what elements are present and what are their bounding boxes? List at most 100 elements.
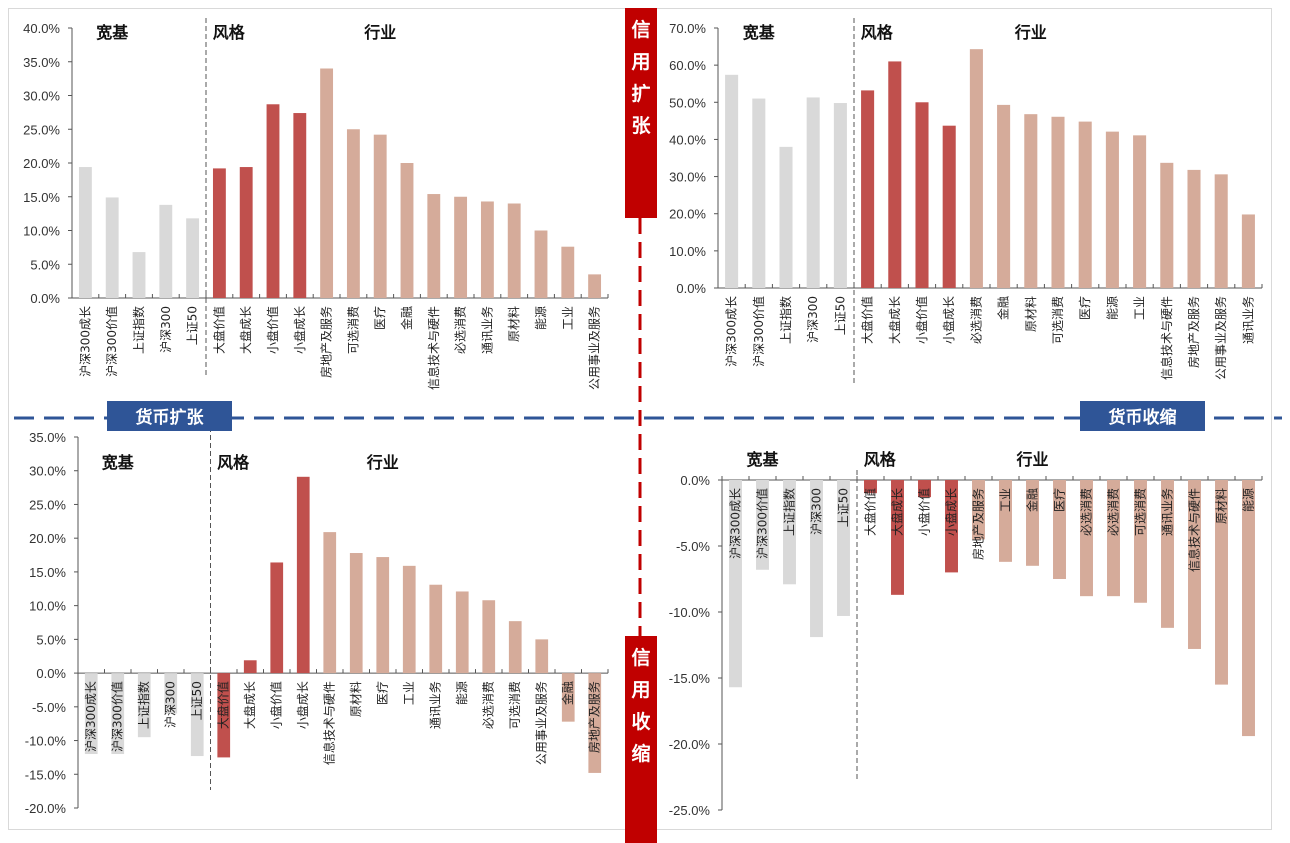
y-tick-label: -10.0% xyxy=(669,605,711,620)
y-tick-label: 25.0% xyxy=(29,497,66,512)
bar xyxy=(164,673,178,714)
bar xyxy=(756,480,769,570)
category-label: 沪深300价值 xyxy=(104,306,119,377)
category-label: 可选消费 xyxy=(1051,296,1065,344)
bar xyxy=(1160,162,1174,288)
category-label: 原材料 xyxy=(349,681,363,717)
category-label: 医疗 xyxy=(376,681,390,705)
category-label: 大盘成长 xyxy=(242,681,257,729)
category-label: 必选消费 xyxy=(454,306,468,354)
category-label: 必选消费 xyxy=(1080,488,1094,536)
bar xyxy=(296,476,310,674)
bar xyxy=(1105,131,1119,288)
y-tick-label: 10.0% xyxy=(669,244,706,259)
category-label: 小盘价值 xyxy=(917,488,932,536)
y-tick-label: -10.0% xyxy=(25,734,67,749)
category-label: 小盘成长 xyxy=(944,488,959,536)
category-label: 公用事业及服务 xyxy=(587,306,602,390)
category-label: 大盘成长 xyxy=(238,306,253,354)
bar xyxy=(480,201,494,298)
bar xyxy=(1215,480,1228,685)
category-label: 大盘成长 xyxy=(887,296,902,344)
bar xyxy=(1133,135,1147,288)
category-label: 房地产及服务 xyxy=(319,306,334,378)
y-tick-label: 5.0% xyxy=(30,257,60,272)
y-tick-label: 30.0% xyxy=(29,464,66,479)
group-label: 宽基 xyxy=(743,23,776,42)
y-tick-label: 10.0% xyxy=(23,224,60,239)
category-label: 房地产及服务 xyxy=(971,488,986,560)
group-label: 宽基 xyxy=(746,450,779,469)
group-label: 风格 xyxy=(861,23,894,42)
category-label: 大盘价值 xyxy=(863,488,878,536)
bar xyxy=(482,600,496,674)
group-label: 风格 xyxy=(864,450,897,469)
y-tick-label: 10.0% xyxy=(29,599,66,614)
credit-expand-label-box xyxy=(625,8,657,218)
bar xyxy=(376,557,390,674)
y-tick-label: 30.0% xyxy=(23,89,60,104)
bar xyxy=(561,673,575,722)
category-label: 沪深300 xyxy=(810,488,824,535)
bar xyxy=(217,673,231,758)
y-tick-label: -25.0% xyxy=(669,803,711,818)
credit-contract-label-box xyxy=(625,636,657,843)
category-label: 能源 xyxy=(1105,296,1119,320)
y-tick-label: -15.0% xyxy=(25,767,67,782)
bar xyxy=(534,230,548,298)
category-label: 金融 xyxy=(1025,488,1040,512)
y-tick-label: -20.0% xyxy=(25,801,67,816)
y-tick-label: 20.0% xyxy=(23,156,60,171)
category-label: 上证指数 xyxy=(782,488,797,536)
y-tick-label: 60.0% xyxy=(669,58,706,73)
bar xyxy=(1078,121,1092,288)
category-label: 沪深300成长 xyxy=(78,306,92,377)
bar xyxy=(1161,480,1174,628)
category-label: 金融 xyxy=(560,681,575,705)
bar xyxy=(915,102,929,289)
bar xyxy=(1187,169,1201,288)
credit-expand-label-char: 扩 xyxy=(631,83,650,105)
category-label: 沪深300成长 xyxy=(729,488,743,559)
group-label: 风格 xyxy=(217,453,250,472)
y-tick-label: 15.0% xyxy=(23,190,60,205)
bar xyxy=(266,104,280,299)
chart-top-right: 0.0% 10.0% 20.0% 30.0% 40.0% 50.0% 60.0% 70.0% 沪… xyxy=(669,18,1263,383)
category-label: 能源 xyxy=(455,681,469,705)
group-label: 行业 xyxy=(366,453,399,472)
category-label: 原材料 xyxy=(507,306,521,342)
category-label: 能源 xyxy=(534,306,548,330)
bar xyxy=(942,125,956,288)
y-tick-label: 0.0% xyxy=(36,666,66,681)
category-label: 必选消费 xyxy=(1107,488,1121,536)
category-label: 公用事业及服务 xyxy=(1213,296,1228,380)
category-label: 能源 xyxy=(1242,488,1256,512)
bar xyxy=(1107,480,1120,597)
y-tick-label: 0.0% xyxy=(30,291,60,306)
bar xyxy=(212,168,226,298)
bar xyxy=(400,163,414,298)
category-label: 金融 xyxy=(996,296,1011,320)
chart-bottom-right: -25.0% -20.0% -15.0% -10.0% -5.0% 0.0% 沪深300成长… xyxy=(669,450,1263,818)
credit-expand-label-char: 用 xyxy=(631,51,650,73)
category-label: 信息技术与硬件 xyxy=(426,306,441,390)
bar xyxy=(239,167,253,298)
credit-expand-label-char: 信 xyxy=(631,18,650,41)
bar xyxy=(969,49,983,288)
y-tick-label: -5.0% xyxy=(32,700,66,715)
category-label: 公用事业及服务 xyxy=(534,681,549,765)
credit-contract-label-char: 缩 xyxy=(631,742,650,765)
bar xyxy=(891,480,904,595)
credit-contract-label-char: 信 xyxy=(631,646,650,669)
y-tick-label: -20.0% xyxy=(669,737,711,752)
bar xyxy=(429,584,443,674)
money-contract-label-box xyxy=(1080,401,1205,431)
category-label: 上证50 xyxy=(190,681,204,720)
category-label: 医疗 xyxy=(1078,296,1092,320)
money-expand-label: 货币扩张 xyxy=(107,401,232,431)
category-label: 沪深300 xyxy=(159,306,173,353)
bar xyxy=(999,480,1012,562)
